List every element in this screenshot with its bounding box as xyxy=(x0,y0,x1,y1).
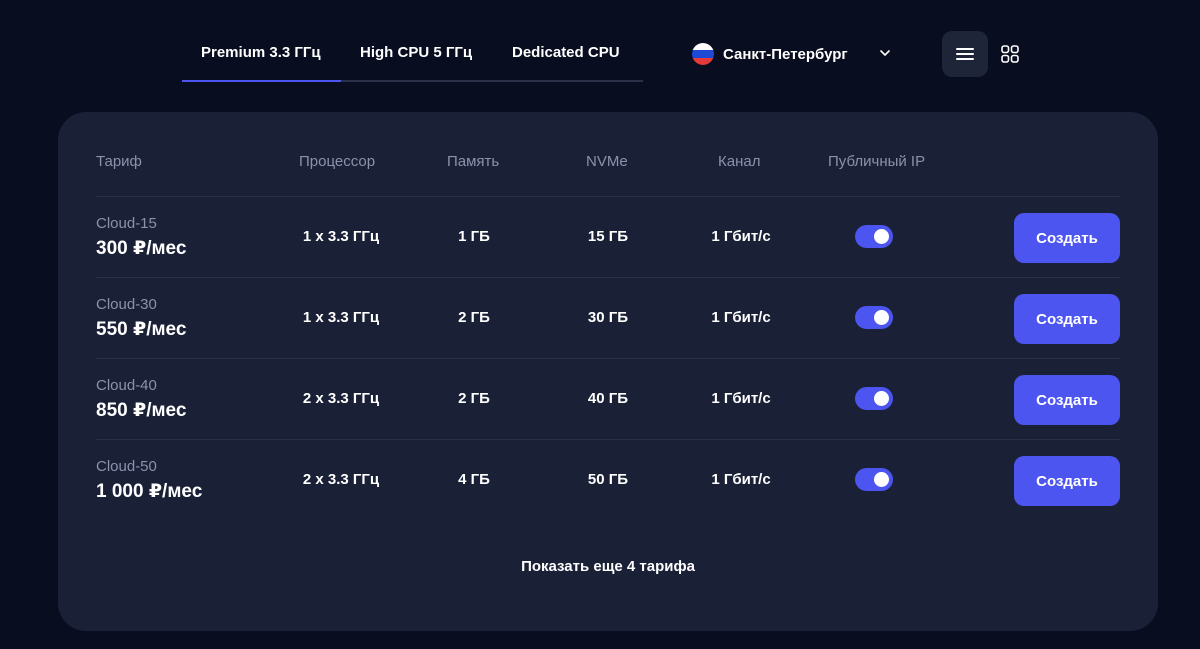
plan-nvme: 40 ГБ xyxy=(587,390,629,407)
plan-cpu: 1 x 3.3 ГГц xyxy=(302,309,380,326)
plan-cpu: 1 x 3.3 ГГц xyxy=(302,228,380,245)
table-row: Cloud-30 550 ₽/мес 1 x 3.3 ГГц 2 ГБ 30 Г… xyxy=(96,277,1120,358)
create-button[interactable]: Создать xyxy=(1014,375,1120,425)
create-button[interactable]: Создать xyxy=(1014,456,1120,506)
top-bar: Premium 3.3 ГГц High CPU 5 ГГц Dedicated… xyxy=(0,0,1200,100)
create-button[interactable]: Создать xyxy=(1014,213,1120,263)
plan-memory: 1 ГБ xyxy=(458,228,490,245)
public-ip-toggle[interactable] xyxy=(855,306,893,329)
plan-memory: 2 ГБ xyxy=(458,390,490,407)
chevron-down-icon xyxy=(880,50,890,56)
header-memory: Память xyxy=(447,153,500,170)
list-view-icon xyxy=(956,48,974,60)
grid-view-icon xyxy=(1001,45,1019,63)
russia-flag-icon xyxy=(692,43,714,65)
header-cpu: Процессор xyxy=(299,153,376,170)
plan-memory: 2 ГБ xyxy=(458,309,490,326)
plan-memory: 4 ГБ xyxy=(458,471,490,488)
tab-high-cpu[interactable]: High CPU 5 ГГц xyxy=(360,44,473,61)
plan-tabs: Premium 3.3 ГГц High CPU 5 ГГц Dedicated… xyxy=(182,30,643,82)
table-row: Cloud-50 1 000 ₽/мес 2 x 3.3 ГГц 4 ГБ 50… xyxy=(96,439,1120,520)
public-ip-toggle[interactable] xyxy=(855,225,893,248)
plan-channel: 1 Гбит/с xyxy=(711,309,771,326)
plan-name: Cloud-50 xyxy=(96,458,157,475)
toggle-knob xyxy=(874,391,889,406)
toggle-knob xyxy=(874,310,889,325)
plan-name: Cloud-40 xyxy=(96,377,157,394)
header-plan: Тариф xyxy=(96,153,142,170)
header-channel: Канал xyxy=(718,153,761,170)
header-nvme: NVMe xyxy=(586,153,628,170)
plan-nvme: 30 ГБ xyxy=(587,309,629,326)
create-button[interactable]: Создать xyxy=(1014,294,1120,344)
active-tab-indicator xyxy=(182,80,341,82)
plan-price: 1 000 ₽/мес xyxy=(96,481,203,502)
toggle-knob xyxy=(874,472,889,487)
table-row: Cloud-40 850 ₽/мес 2 x 3.3 ГГц 2 ГБ 40 Г… xyxy=(96,358,1120,439)
plans-table-card: Тариф Процессор Память NVMe Канал Публич… xyxy=(58,112,1158,631)
plan-channel: 1 Гбит/с xyxy=(711,471,771,488)
show-more-link[interactable]: Показать еще 4 тарифа xyxy=(521,558,695,575)
plan-name: Cloud-15 xyxy=(96,215,157,232)
location-city: Санкт-Петербург xyxy=(723,45,848,63)
table-row: Cloud-15 300 ₽/мес 1 x 3.3 ГГц 1 ГБ 15 Г… xyxy=(96,196,1120,277)
plan-price: 850 ₽/мес xyxy=(96,400,187,421)
plan-channel: 1 Гбит/с xyxy=(711,390,771,407)
tab-premium[interactable]: Premium 3.3 ГГц xyxy=(201,44,321,61)
plan-price: 300 ₽/мес xyxy=(96,238,187,259)
tab-dedicated-cpu[interactable]: Dedicated CPU xyxy=(512,44,620,61)
list-view-button[interactable] xyxy=(942,31,988,77)
plan-channel: 1 Гбит/с xyxy=(711,228,771,245)
plan-cpu: 2 x 3.3 ГГц xyxy=(302,471,380,488)
public-ip-toggle[interactable] xyxy=(855,468,893,491)
grid-view-button[interactable] xyxy=(996,40,1024,68)
plan-price: 550 ₽/мес xyxy=(96,319,187,340)
public-ip-toggle[interactable] xyxy=(855,387,893,410)
plan-name: Cloud-30 xyxy=(96,296,157,313)
location-selector[interactable]: Санкт-Петербург xyxy=(692,42,890,66)
toggle-knob xyxy=(874,229,889,244)
plan-nvme: 15 ГБ xyxy=(587,228,629,245)
plan-nvme: 50 ГБ xyxy=(587,471,629,488)
header-public-ip: Публичный IP xyxy=(828,153,926,170)
plan-cpu: 2 x 3.3 ГГц xyxy=(302,390,380,407)
